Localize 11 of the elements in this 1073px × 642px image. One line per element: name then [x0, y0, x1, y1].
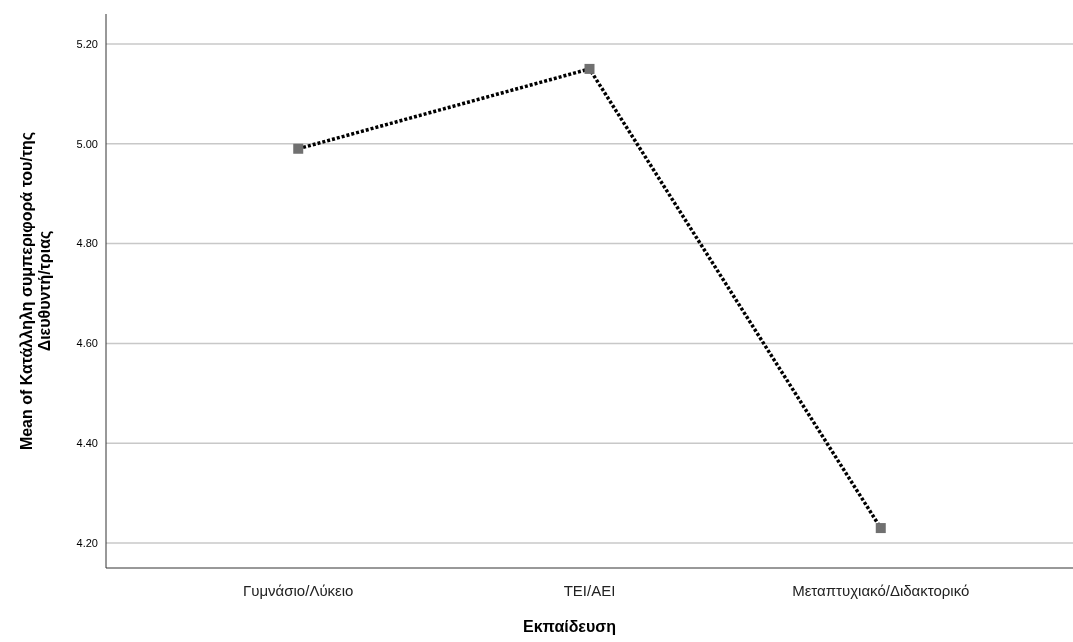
- y-tick-label: 4.60: [76, 337, 98, 350]
- x-tick-label: ΤΕΙ/ΑΕΙ: [563, 582, 616, 599]
- y-tick-label: 4.40: [76, 437, 98, 450]
- x-tick-label: Γυμνάσιο/Λύκειο: [243, 582, 354, 599]
- y-axis-title: Mean of Κατάλληλη συμπεριφορά του/της Διευθυντή/τριας: [18, 131, 54, 451]
- y-tick-label: 4.20: [76, 536, 98, 549]
- y-tick-label: 4.80: [76, 237, 98, 250]
- x-axis-title: Εκπαίδευση: [522, 618, 617, 635]
- x-tick-label: Μεταπτυχιακό/Διδακτορικό: [792, 582, 970, 599]
- y-tick-label: 5.20: [76, 37, 98, 50]
- y-tick-label: 5.00: [76, 137, 98, 150]
